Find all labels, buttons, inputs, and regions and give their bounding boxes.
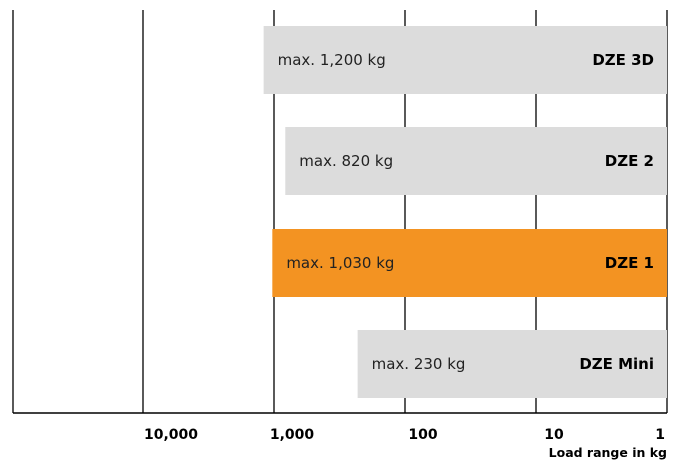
x-tick-label: 1,000 [270, 427, 315, 443]
x-tick-label: 10,000 [144, 427, 198, 443]
bar-category-label: DZE 3D [592, 51, 654, 69]
bar [263, 26, 667, 94]
bar-value-label: max. 1,200 kg [278, 51, 386, 69]
x-tick-label: 10 [544, 427, 564, 443]
bar-category-label: DZE 1 [605, 254, 654, 272]
bar [357, 330, 667, 398]
x-tick-label: 100 [408, 427, 437, 443]
bar-category-label: DZE Mini [579, 355, 654, 373]
bar-value-label: max. 1,030 kg [286, 254, 394, 272]
bars: max. 1,200 kg DZE 3D max. 820 kg DZE 2 max. … [263, 26, 667, 398]
x-axis-label: Load range in kg [549, 445, 667, 460]
bar-value-label: max. 820 kg [299, 152, 393, 170]
bar [272, 229, 667, 297]
x-tick-label: 1 [655, 427, 665, 443]
bar [285, 127, 667, 195]
x-tick-labels: 10,000 1,000 100 10 1 [144, 427, 665, 443]
bar-category-label: DZE 2 [605, 152, 654, 170]
bar-value-label: max. 230 kg [372, 355, 466, 373]
